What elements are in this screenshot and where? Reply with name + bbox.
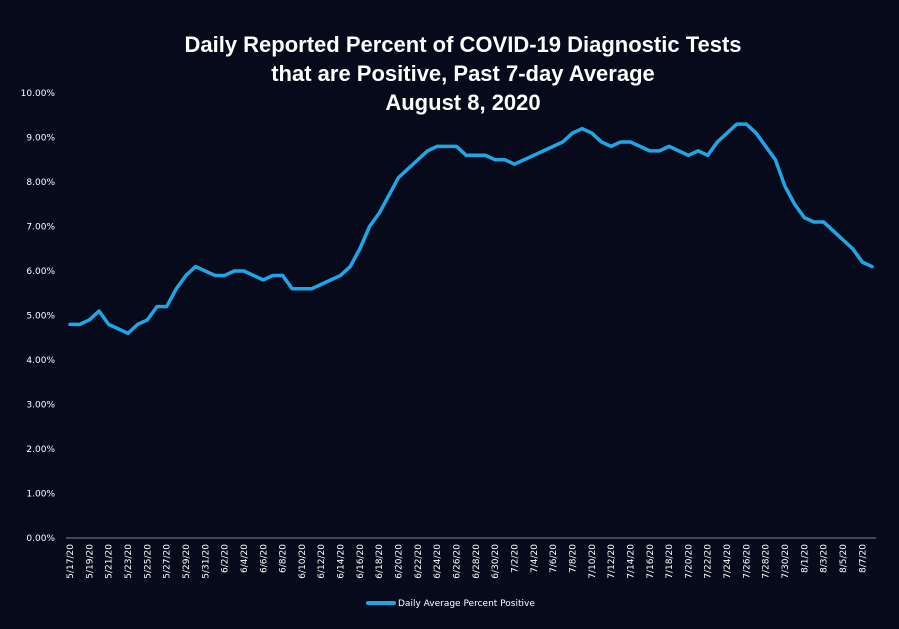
- x-tick-label: 7/24/20: [723, 544, 733, 579]
- x-tick-label: 5/23/20: [124, 544, 134, 579]
- x-tick-label: 5/29/20: [182, 544, 192, 579]
- x-tick-label: 6/16/20: [356, 544, 366, 579]
- x-tick-label: 6/4/20: [240, 544, 250, 573]
- y-tick-label: 9.00%: [26, 134, 55, 144]
- chart-title: Daily Reported Percent of COVID-19 Diagn…: [184, 32, 741, 115]
- x-tick-label: 5/27/20: [163, 544, 173, 579]
- x-tick-label: 5/19/20: [85, 544, 95, 579]
- x-tick-label: 6/28/20: [472, 544, 482, 579]
- x-tick-label: 6/18/20: [375, 544, 385, 579]
- legend: Daily Average Percent Positive: [366, 599, 535, 609]
- x-tick-label: 6/2/20: [221, 544, 231, 573]
- x-tick-label: 7/20/20: [684, 544, 694, 579]
- x-tick-label: 6/24/20: [433, 544, 443, 579]
- y-tick-label: 6.00%: [26, 267, 55, 277]
- x-tick-label: 8/5/20: [839, 544, 849, 573]
- y-tick-label: 1.00%: [26, 490, 55, 500]
- y-tick-label: 2.00%: [26, 445, 55, 455]
- x-tick-label: 8/7/20: [858, 544, 868, 573]
- chart-title-line-3: August 8, 2020: [385, 90, 540, 115]
- x-tick-label: 8/3/20: [820, 544, 830, 573]
- x-tick-label: 6/14/20: [337, 544, 347, 579]
- legend-label: Daily Average Percent Positive: [398, 599, 535, 609]
- x-tick-label: 5/25/20: [143, 544, 153, 579]
- y-tick-label: 7.00%: [26, 223, 55, 233]
- x-tick-label: 6/22/20: [414, 544, 424, 579]
- x-tick-label: 5/31/20: [201, 544, 211, 579]
- chart-title-line-2: that are Positive, Past 7-day Average: [271, 61, 655, 86]
- y-axis: 0.00% 1.00% 2.00% 3.00% 4.00% 5.00% 6.00% 7.00%…: [21, 89, 56, 544]
- y-tick-label: 3.00%: [26, 401, 55, 411]
- x-tick-label: 6/26/20: [453, 544, 463, 579]
- x-axis: 5/17/20 5/19/20 5/21/20 5/23/20 5/25/20 5/27/…: [66, 544, 868, 579]
- x-tick-label: 6/30/20: [491, 544, 501, 579]
- y-tick-label: 10.00%: [21, 89, 56, 99]
- y-tick-label: 4.00%: [26, 356, 55, 366]
- x-tick-label: 7/10/20: [588, 544, 598, 579]
- x-tick-label: 7/12/20: [607, 544, 617, 579]
- x-tick-label: 6/12/20: [317, 544, 327, 579]
- series-layer: [68, 122, 874, 336]
- x-tick-label: 7/14/20: [626, 544, 636, 579]
- x-tick-label: 7/18/20: [665, 544, 675, 579]
- x-tick-label: 6/10/20: [298, 544, 308, 579]
- x-tick-label: 7/2/20: [510, 544, 520, 573]
- x-tick-label: 5/21/20: [105, 544, 115, 579]
- x-tick-label: 7/28/20: [762, 544, 772, 579]
- x-tick-label: 6/8/20: [279, 544, 289, 573]
- x-tick-label: 7/8/20: [568, 544, 578, 573]
- x-tick-label: 6/6/20: [259, 544, 269, 573]
- x-tick-label: 7/22/20: [704, 544, 714, 579]
- x-tick-label: 7/26/20: [742, 544, 752, 579]
- chart-title-line-1: Daily Reported Percent of COVID-19 Diagn…: [184, 32, 741, 57]
- x-tick-label: 7/16/20: [646, 544, 656, 579]
- x-tick-label: 7/30/20: [781, 544, 791, 579]
- y-tick-label: 8.00%: [26, 178, 55, 188]
- x-tick-label: 7/6/20: [549, 544, 559, 573]
- x-tick-label: 7/4/20: [530, 544, 540, 573]
- y-tick-label: 5.00%: [26, 312, 55, 322]
- x-tick-label: 5/17/20: [66, 544, 76, 579]
- series-line-daily-average-percent-positive: [68, 122, 874, 336]
- x-tick-label: 6/20/20: [395, 544, 405, 579]
- y-tick-label: 0.00%: [26, 534, 55, 544]
- x-tick-label: 8/1/20: [800, 544, 810, 573]
